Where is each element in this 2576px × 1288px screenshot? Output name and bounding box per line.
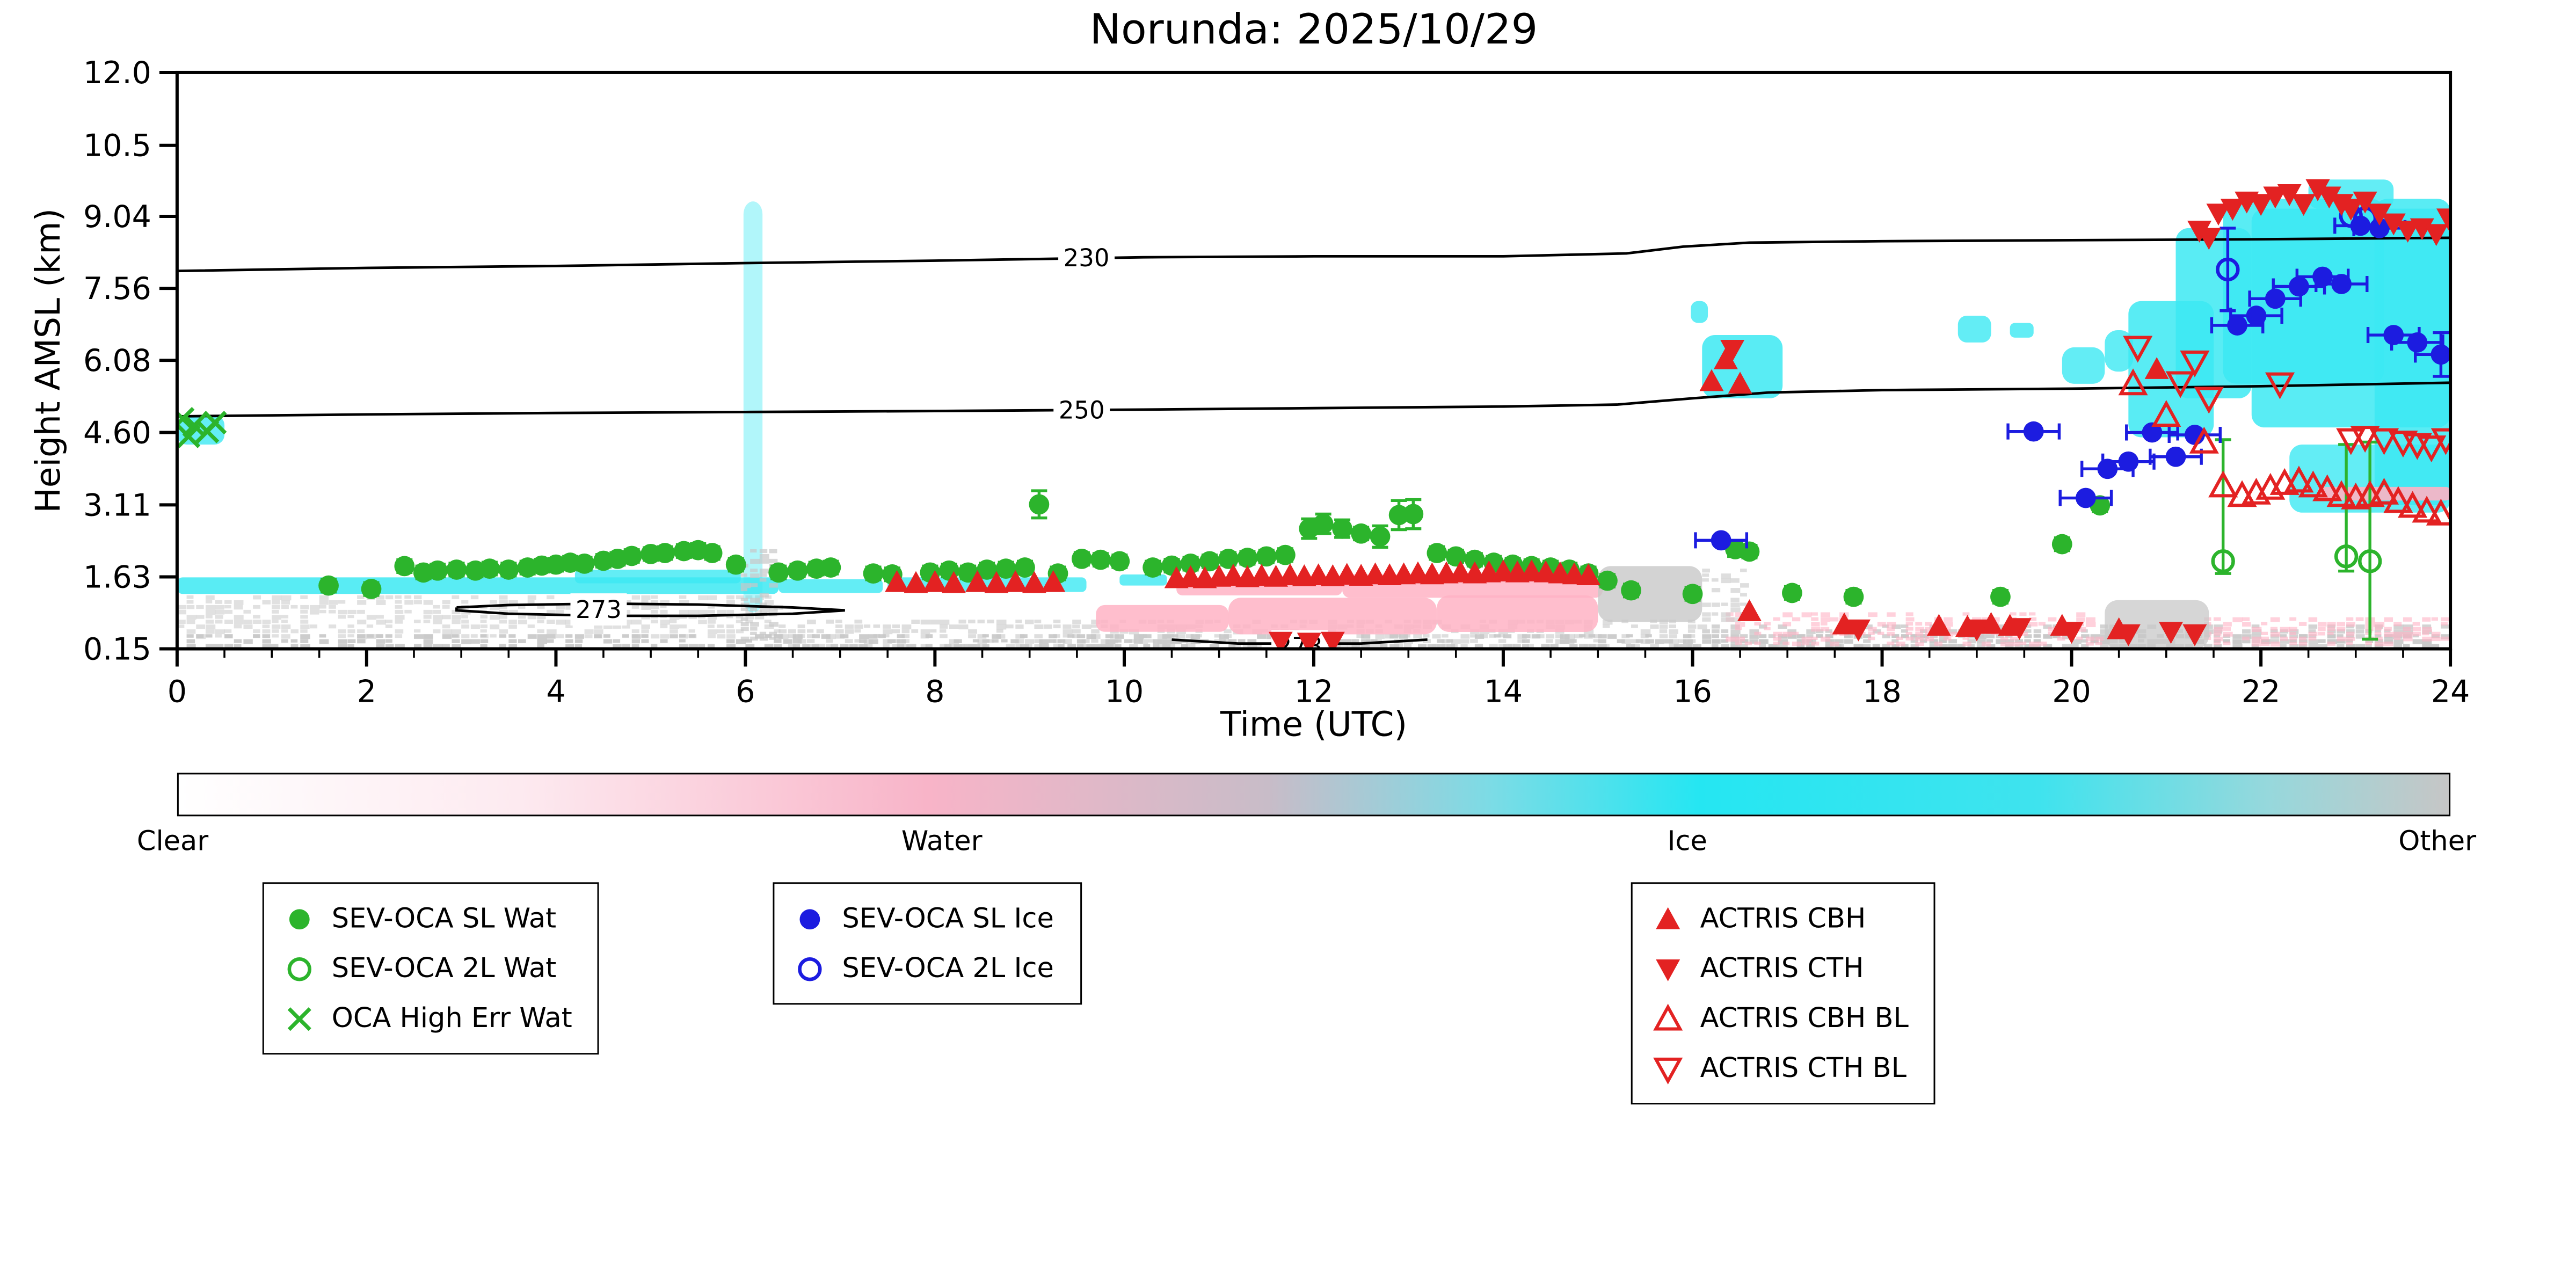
- svg-text:3.11: 3.11: [83, 487, 151, 523]
- svg-text:1.63: 1.63: [83, 559, 151, 595]
- svg-text:2: 2: [357, 674, 376, 709]
- legend-actris-box: ACTRIS CBH ACTRIS CTH ACTRIS CBH BL ACTR…: [1631, 882, 1936, 1105]
- legend-label: ACTRIS CBH BL: [1700, 1002, 1909, 1035]
- svg-text:16: 16: [1673, 674, 1712, 709]
- x-marker-green-icon: [280, 999, 319, 1038]
- svg-text:9.04: 9.04: [83, 199, 151, 235]
- svg-text:7.56: 7.56: [83, 271, 151, 307]
- svg-text:8: 8: [925, 674, 944, 709]
- filled-triangle-down-red-icon: [1649, 949, 1687, 988]
- legend-label: ACTRIS CTH BL: [1700, 1052, 1907, 1085]
- open-circle-green-icon: [280, 949, 319, 988]
- legend-label: OCA High Err Wat: [331, 1002, 572, 1035]
- filled-triangle-up-red-icon: [1649, 899, 1687, 938]
- svg-text:250: 250: [1059, 396, 1105, 424]
- legend-ice-box: SEV-OCA SL Ice SEV-OCA 2L Ice: [773, 882, 1081, 1005]
- svg-text:273: 273: [576, 595, 622, 624]
- legend-item-sl-wat: SEV-OCA SL Wat: [264, 893, 598, 943]
- colorbar-label-clear: Clear: [136, 826, 209, 858]
- y-axis-label: Height AMSL (km): [28, 208, 68, 513]
- svg-text:22: 22: [2242, 674, 2281, 709]
- colorbar-label-water: Water: [901, 826, 983, 858]
- colorbar-label-ice: Ice: [1667, 826, 1707, 858]
- x-axis-label: Time (UTC): [1220, 705, 1408, 744]
- legend-label: SEV-OCA 2L Ice: [842, 952, 1054, 985]
- classification-colorbar: [177, 773, 2451, 817]
- svg-text:24: 24: [2431, 674, 2470, 709]
- open-triangle-down-red-icon: [1649, 1049, 1687, 1088]
- legend-label: SEV-OCA SL Wat: [331, 902, 557, 935]
- svg-text:4.60: 4.60: [83, 415, 151, 450]
- svg-text:6.08: 6.08: [83, 343, 151, 379]
- svg-text:18: 18: [1862, 674, 1902, 709]
- filled-circle-blue-icon: [790, 899, 829, 938]
- chart-title: Norunda: 2025/10/29: [1089, 6, 1538, 55]
- filled-circle-green-icon: [280, 899, 319, 938]
- legend-item-cth-bl: ACTRIS CTH BL: [1633, 1043, 1934, 1093]
- legend-item-high-err-wat: OCA High Err Wat: [264, 993, 598, 1043]
- time-height-plot: 2302502732730.151.633.114.606.087.569.04…: [83, 55, 2470, 710]
- open-triangle-up-red-icon: [1649, 999, 1687, 1038]
- svg-text:0: 0: [168, 674, 187, 709]
- svg-text:6: 6: [736, 674, 755, 709]
- legend-label: ACTRIS CBH: [1700, 902, 1866, 935]
- svg-text:230: 230: [1064, 244, 1110, 272]
- legend-item-cth: ACTRIS CTH: [1633, 943, 1934, 993]
- legend-label: ACTRIS CTH: [1700, 952, 1864, 985]
- svg-text:10.5: 10.5: [83, 128, 151, 164]
- open-circle-blue-icon: [790, 949, 829, 988]
- legend-item-2l-ice: SEV-OCA 2L Ice: [774, 943, 1079, 993]
- legend-item-2l-wat: SEV-OCA 2L Wat: [264, 943, 598, 993]
- legend-item-sl-ice: SEV-OCA SL Ice: [774, 893, 1079, 943]
- svg-text:12.0: 12.0: [83, 55, 151, 91]
- svg-text:12: 12: [1294, 674, 1334, 709]
- legend-water-box: SEV-OCA SL Wat SEV-OCA 2L Wat OCA High E…: [262, 882, 600, 1055]
- legend-item-cbh-bl: ACTRIS CBH BL: [1633, 993, 1934, 1043]
- svg-text:0.15: 0.15: [83, 631, 151, 667]
- legend-label: SEV-OCA 2L Wat: [331, 952, 557, 985]
- legend-label: SEV-OCA SL Ice: [842, 902, 1054, 935]
- svg-text:14: 14: [1484, 674, 1523, 709]
- legend-item-cbh: ACTRIS CBH: [1633, 893, 1934, 943]
- colorbar-label-other: Other: [2398, 826, 2477, 858]
- svg-text:4: 4: [546, 674, 565, 709]
- svg-text:20: 20: [2052, 674, 2091, 709]
- svg-text:10: 10: [1105, 674, 1144, 709]
